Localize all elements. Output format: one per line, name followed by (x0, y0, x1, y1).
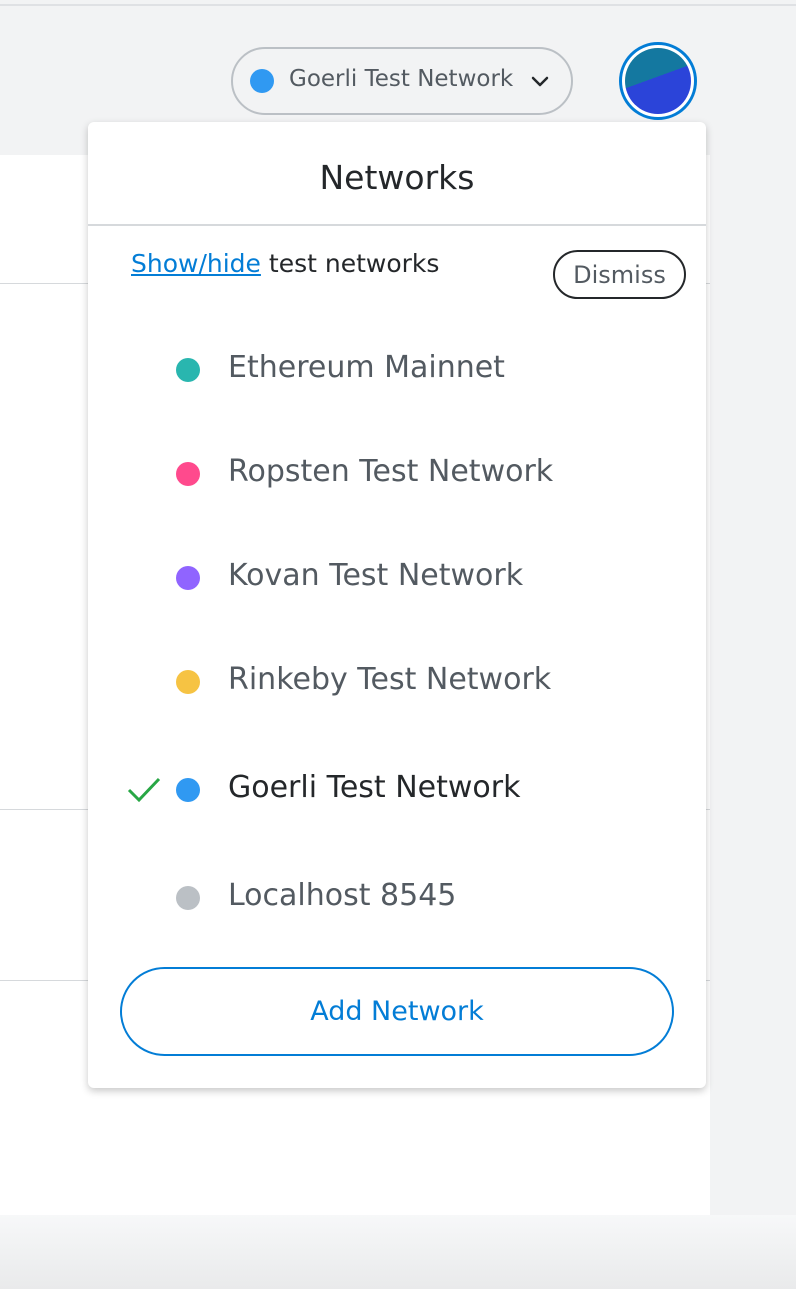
network-dot (176, 778, 200, 802)
show-hide-link[interactable]: Show/hide (131, 249, 261, 278)
selected-check (127, 777, 161, 803)
dismiss-button[interactable]: Dismiss (553, 250, 686, 299)
menu-title: Networks (319, 158, 475, 197)
network-label: Kovan Test Network (228, 558, 524, 593)
avatar-image (625, 48, 691, 114)
notice: Show/hide test networks (131, 249, 439, 278)
network-dot (250, 69, 274, 93)
chevron-icon (531, 76, 549, 87)
network-dot (176, 462, 200, 486)
network-dot (176, 886, 200, 910)
network-label: Rinkeby Test Network (228, 662, 552, 697)
network-item[interactable]: Rinkeby Test Network (88, 652, 706, 712)
network-label: Goerli Test Network (228, 770, 521, 805)
check-path (127, 777, 161, 803)
network-item[interactable]: Localhost 8545 (88, 868, 706, 928)
network-item[interactable]: Ethereum Mainnet (88, 340, 706, 400)
network-label: Ropsten Test Network (228, 454, 554, 489)
top-border (0, 4, 796, 6)
network-dot (176, 358, 200, 382)
network-label: Localhost 8545 (228, 878, 457, 913)
network-name: Goerli Test Network (289, 66, 514, 92)
network-item[interactable]: Ropsten Test Network (88, 444, 706, 504)
account-avatar[interactable] (619, 42, 697, 120)
notice-text: test networks (268, 249, 440, 278)
network-dot (176, 670, 200, 694)
network-item[interactable]: Goerli Test Network (88, 760, 706, 820)
divider (88, 224, 706, 226)
network-dot (176, 566, 200, 590)
footer-background (0, 1215, 796, 1289)
add-network-button[interactable]: Add Network (120, 967, 674, 1056)
network-label: Ethereum Mainnet (228, 350, 505, 385)
network-selector[interactable]: Goerli Test Network (231, 47, 573, 115)
network-item[interactable]: Kovan Test Network (88, 548, 706, 608)
network-menu: Networks Show/hide test networks Dismiss … (88, 122, 706, 1088)
